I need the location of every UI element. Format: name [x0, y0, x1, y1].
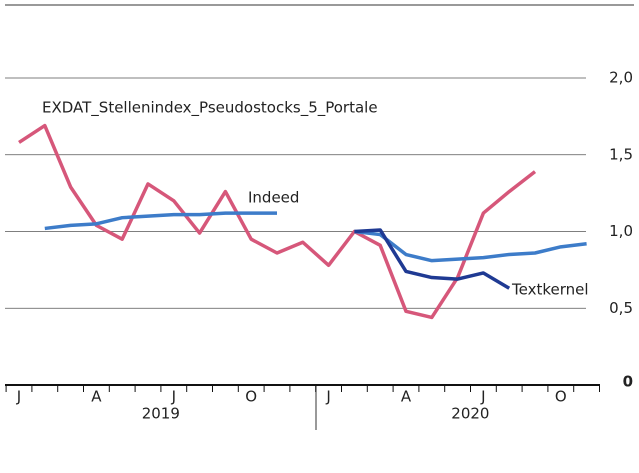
y-tick-label: 1,5 — [609, 145, 633, 163]
y-tick-label: 0 — [623, 373, 633, 391]
series-label: EXDAT_Stellenindex_Pseudostocks_5_Portal… — [42, 99, 378, 118]
x-tick-label: J — [171, 388, 176, 406]
series-line — [354, 228, 511, 290]
series-label: Indeed — [248, 189, 299, 207]
year-label: 2020 — [451, 405, 489, 423]
x-tick-label: O — [245, 388, 257, 406]
x-tick-label: O — [555, 388, 567, 406]
series-line — [18, 123, 537, 320]
x-tick-label: A — [401, 388, 412, 406]
x-tick-label: J — [16, 388, 21, 406]
y-tick-label: 0,5 — [609, 299, 633, 317]
y-tick-label: 1,0 — [609, 222, 633, 240]
series-line — [44, 211, 587, 263]
x-tick-label: A — [91, 388, 102, 406]
x-tick-label: J — [325, 388, 330, 406]
x-tick-label: J — [480, 388, 485, 406]
y-tick-label: 2,0 — [609, 69, 633, 87]
series-label: Textkernel — [511, 281, 589, 299]
year-label: 2019 — [142, 405, 180, 423]
